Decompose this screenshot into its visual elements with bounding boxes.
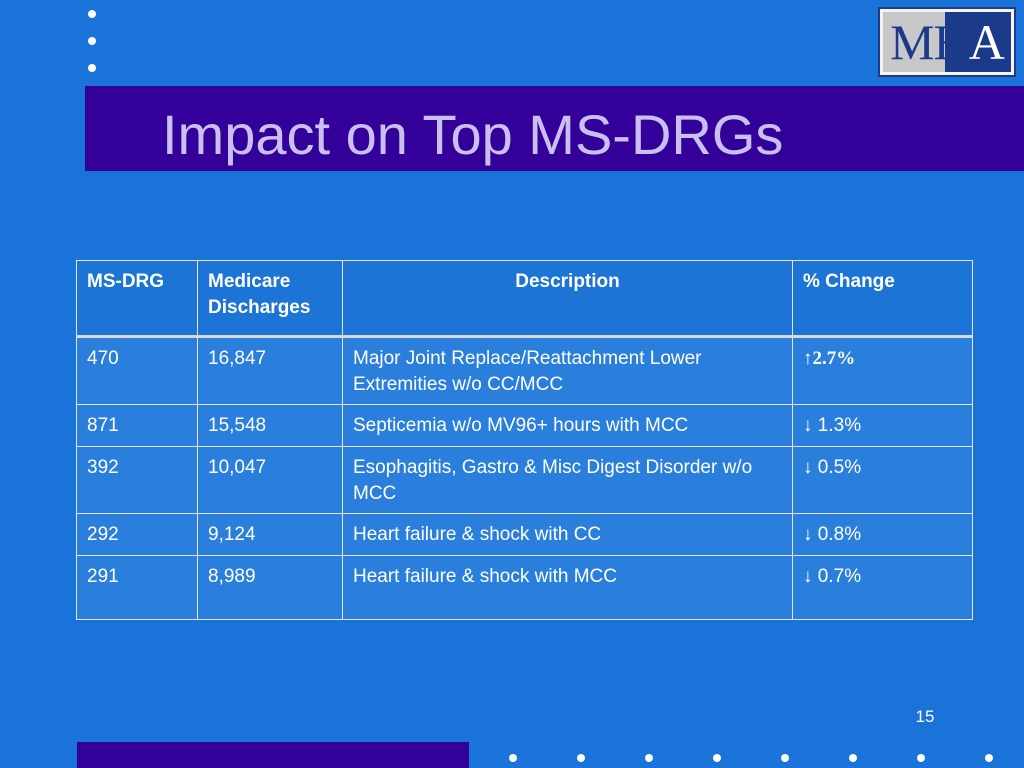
dot-icon <box>88 64 96 72</box>
dot-icon <box>577 754 585 762</box>
cell-ms-drg: 470 <box>76 336 198 405</box>
footer-band <box>77 742 469 768</box>
header-medicare-discharges: Medicare Discharges <box>197 260 343 337</box>
cell-discharges: 10,047 <box>197 446 343 514</box>
cell-discharges: 15,548 <box>197 404 343 447</box>
cell-discharges: 16,847 <box>197 336 343 405</box>
cell-description: Esophagitis, Gastro & Misc Digest Disord… <box>342 446 793 514</box>
title-band <box>85 86 1024 171</box>
logo-letter-h: H <box>933 14 970 70</box>
dot-icon <box>985 754 993 762</box>
table-row: 392 10,047 Esophagitis, Gastro & Misc Di… <box>76 446 973 514</box>
table-row: 871 15,548 Septicemia w/o MV96+ hours wi… <box>76 404 973 447</box>
cell-ms-drg: 871 <box>76 404 198 447</box>
table-row: 470 16,847 Major Joint Replace/Reattachm… <box>76 336 973 405</box>
dot-icon <box>509 754 517 762</box>
cell-description: Septicemia w/o MV96+ hours with MCC <box>342 404 793 447</box>
cell-percent-change: ↓ 1.3% <box>792 404 973 447</box>
cell-discharges: 9,124 <box>197 513 343 556</box>
header-discharges-line2: Discharges <box>208 297 311 318</box>
cell-description: Heart failure & shock with MCC <box>342 555 793 620</box>
cell-ms-drg: 292 <box>76 513 198 556</box>
header-ms-drg: MS-DRG <box>76 260 198 337</box>
cell-description: Heart failure & shock with CC <box>342 513 793 556</box>
page-number: 15 <box>915 707 935 726</box>
drg-table-container: MS-DRG Medicare Discharges Description %… <box>76 260 973 620</box>
table-header-row: MS-DRG Medicare Discharges Description %… <box>76 260 973 337</box>
header-description: Description <box>342 260 793 337</box>
cell-percent-change: ↑2.7% <box>792 336 973 405</box>
cell-ms-drg: 392 <box>76 446 198 514</box>
cell-description: Major Joint Replace/Reattachment Lower E… <box>342 336 793 405</box>
table-row: 292 9,124 Heart failure & shock with CC … <box>76 513 973 556</box>
logo-letter-m: M <box>890 14 934 70</box>
drg-table: MS-DRG Medicare Discharges Description %… <box>76 260 973 620</box>
dot-icon <box>88 37 96 45</box>
logo-letter-a: A <box>968 14 1005 70</box>
header-discharges-line1: Medicare <box>208 271 291 292</box>
cell-percent-change: ↓ 0.7% <box>792 555 973 620</box>
table-row: 291 8,989 Heart failure & shock with MCC… <box>76 555 973 620</box>
cell-ms-drg: 291 <box>76 555 198 620</box>
cell-discharges: 8,989 <box>197 555 343 620</box>
dot-icon <box>917 754 925 762</box>
dot-icon <box>88 10 96 18</box>
decorative-dots-horizontal <box>505 754 1005 764</box>
header-percent-change: % Change <box>792 260 973 337</box>
cell-percent-change: ↓ 0.8% <box>792 513 973 556</box>
dot-icon <box>849 754 857 762</box>
decorative-dots-vertical <box>88 10 98 76</box>
dot-icon <box>713 754 721 762</box>
slide-title: Impact on Top MS-DRGs <box>162 103 784 166</box>
dot-icon <box>645 754 653 762</box>
dot-icon <box>781 754 789 762</box>
cell-percent-change: ↓ 0.5% <box>792 446 973 514</box>
